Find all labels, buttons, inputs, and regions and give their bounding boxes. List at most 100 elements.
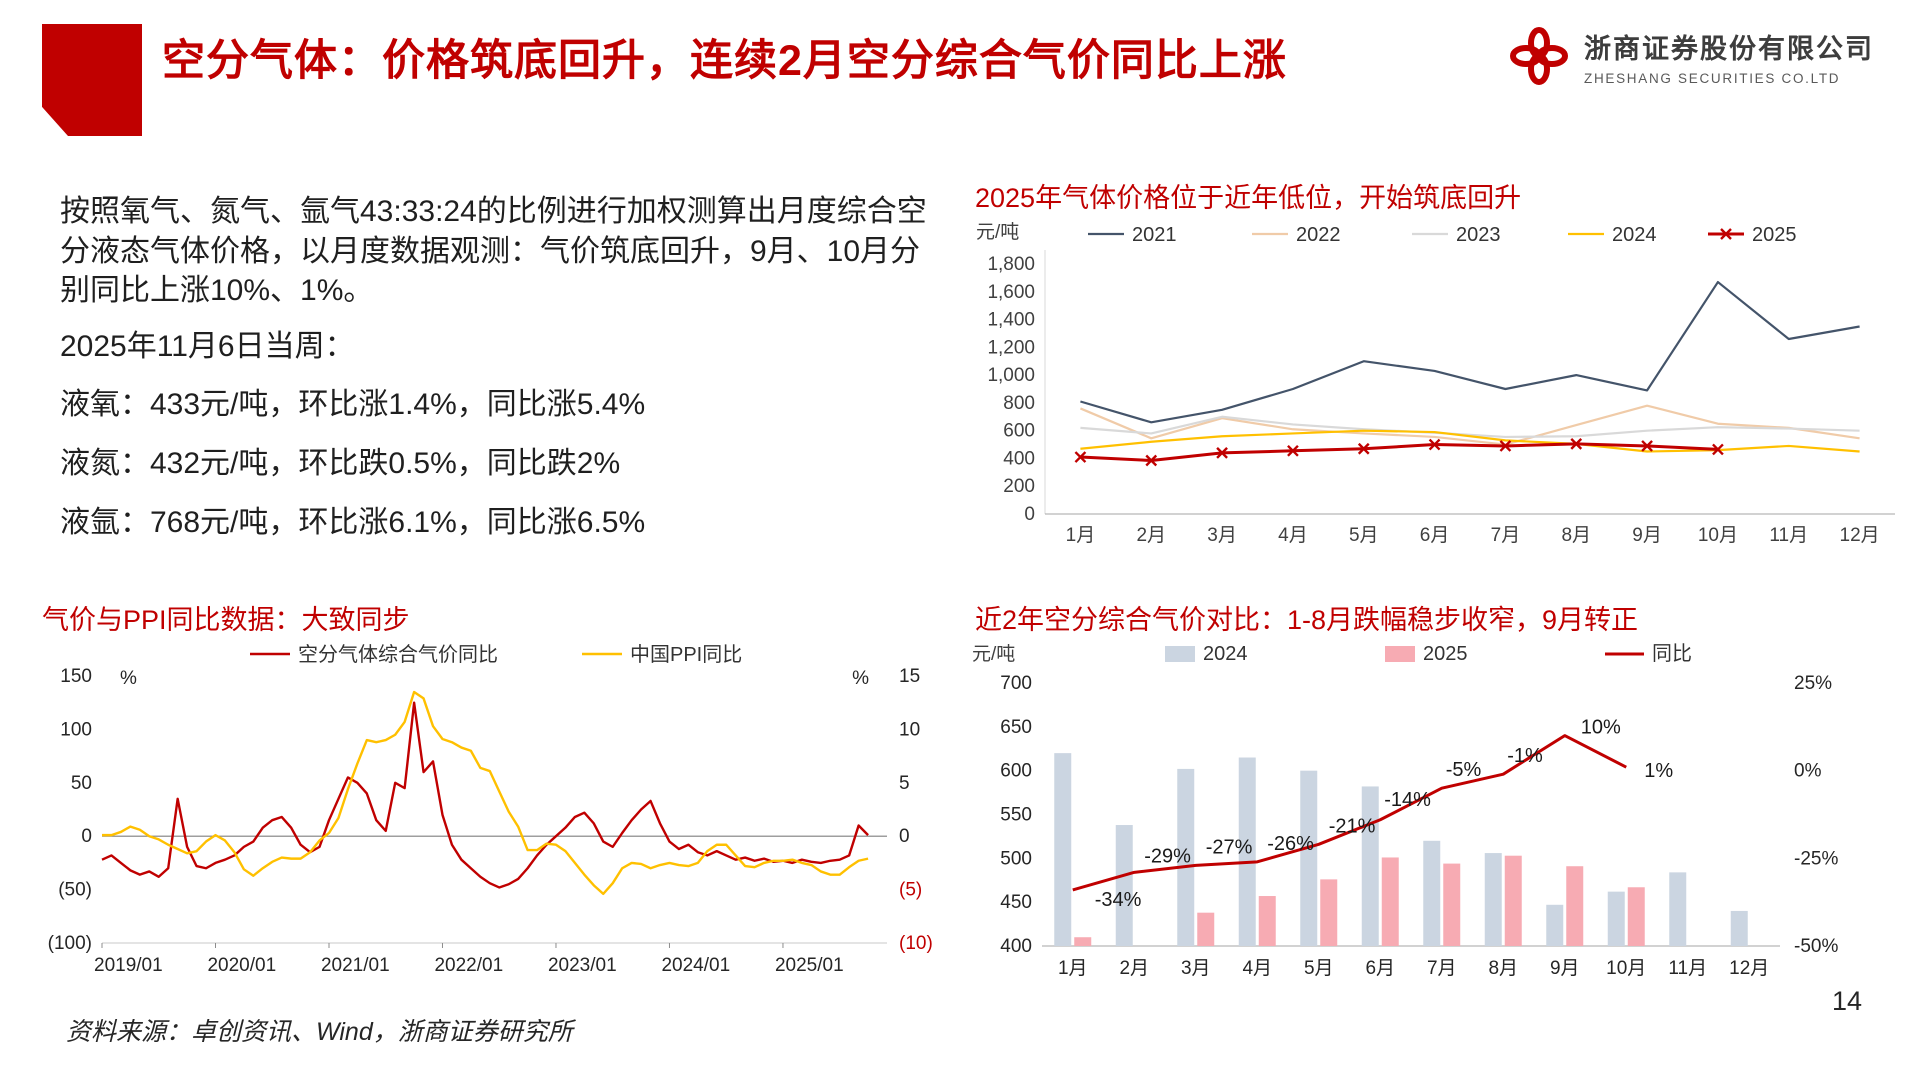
svg-text:8月: 8月 — [1488, 958, 1518, 979]
svg-text:5: 5 — [899, 773, 910, 794]
svg-text:-1%: -1% — [1507, 745, 1543, 767]
source-note: 资料来源：卓创资讯、Wind，浙商证券研究所 — [66, 1018, 573, 1046]
svg-text:(100): (100) — [48, 933, 92, 954]
svg-text:2022: 2022 — [1296, 224, 1341, 246]
svg-text:10月: 10月 — [1606, 958, 1646, 979]
svg-text:同比: 同比 — [1652, 642, 1692, 665]
chart-title-two-year-compare: 近2年空分综合气价对比：1-8月跌幅稳步收窄，9月转正 — [975, 605, 1639, 635]
svg-text:4月: 4月 — [1242, 958, 1272, 979]
svg-text:10: 10 — [899, 719, 920, 740]
svg-text:2023: 2023 — [1456, 224, 1501, 246]
svg-text:2019/01: 2019/01 — [94, 955, 163, 976]
svg-text:5月: 5月 — [1304, 958, 1334, 979]
svg-text:(50): (50) — [58, 880, 92, 901]
svg-text:-29%: -29% — [1144, 845, 1191, 867]
svg-text:1,400: 1,400 — [987, 310, 1035, 331]
svg-text:4月: 4月 — [1278, 525, 1308, 546]
liquid-oxygen-line: 液氧：433元/吨，环比涨1.4%，同比涨5.4% — [60, 388, 646, 422]
svg-text:-25%: -25% — [1794, 848, 1838, 869]
svg-text:500: 500 — [1000, 848, 1032, 869]
svg-text:0: 0 — [899, 826, 910, 847]
svg-text:空分气体综合气价同比: 空分气体综合气价同比 — [298, 643, 498, 666]
svg-text:11月: 11月 — [1668, 958, 1707, 979]
svg-text:-27%: -27% — [1206, 836, 1253, 858]
svg-text:10月: 10月 — [1698, 525, 1738, 546]
svg-text:(5): (5) — [899, 880, 922, 901]
svg-text:600: 600 — [1000, 761, 1032, 782]
svg-text:12月: 12月 — [1729, 958, 1769, 979]
svg-text:650: 650 — [1000, 717, 1032, 738]
svg-text:10%: 10% — [1581, 717, 1621, 739]
svg-text:(10): (10) — [899, 933, 933, 954]
gas-vs-ppi-line-chart: 2019/01 2020/01 2021/01 2022/01 2023/01 2024/… — [48, 643, 933, 976]
svg-text:9月: 9月 — [1550, 958, 1580, 979]
svg-text:2022/01: 2022/01 — [434, 955, 503, 976]
liquid-argon-line: 液氩：768元/吨，环比涨6.1%，同比涨6.5% — [60, 505, 646, 539]
svg-text:450: 450 — [1000, 892, 1032, 913]
svg-text:550: 550 — [1000, 805, 1032, 826]
svg-text:200: 200 — [1003, 476, 1035, 497]
corner-accent-block — [42, 24, 142, 136]
svg-text:中国PPI同比: 中国PPI同比 — [630, 643, 742, 666]
svg-text:元/吨: 元/吨 — [976, 221, 1019, 243]
two-year-compare-chart: 400 450 500 550 600 650 700 -50% -25% 0% 25% 1月 2月 3月… — [972, 642, 1838, 979]
svg-text:6月: 6月 — [1365, 958, 1395, 979]
svg-text:1,000: 1,000 — [987, 365, 1035, 386]
svg-text:1,600: 1,600 — [987, 282, 1035, 303]
commentary-para-method: 按照氧气、氮气、氩气43:33:24的比例进行加权测算出月度综合空分液态气体价格… — [60, 195, 927, 308]
svg-text:8月: 8月 — [1561, 525, 1591, 546]
svg-text:800: 800 — [1003, 393, 1035, 414]
svg-text:2025: 2025 — [1423, 643, 1468, 665]
svg-text:2月: 2月 — [1136, 525, 1166, 546]
svg-text:6月: 6月 — [1420, 525, 1450, 546]
svg-text:-34%: -34% — [1095, 889, 1142, 911]
yearly-price-line-chart: 0 200 400 600 800 1,000 1,200 1,400 1,600 1,800 1月… — [976, 221, 1895, 546]
svg-text:600: 600 — [1003, 421, 1035, 442]
liquid-nitrogen-line: 液氮：432元/吨，环比跌0.5%，同比跌2% — [60, 446, 621, 480]
commentary-week-label: 2025年11月6日当周： — [60, 329, 355, 363]
svg-text:9月: 9月 — [1632, 525, 1662, 546]
svg-text:2021/01: 2021/01 — [321, 955, 390, 976]
svg-text:100: 100 — [60, 719, 92, 740]
page-title: 空分气体：价格筑底回升，连续2月空分综合气价同比上涨 — [162, 37, 1287, 85]
page-number: 14 — [1831, 986, 1862, 1016]
svg-text:700: 700 — [1000, 673, 1032, 694]
svg-text:-26%: -26% — [1267, 833, 1314, 855]
brand-text: 浙商证券股份有限公司 ZHESHANG SECURITIES CO.LTD — [1584, 27, 1874, 86]
svg-text:1,800: 1,800 — [987, 254, 1035, 275]
svg-text:2020/01: 2020/01 — [207, 955, 276, 976]
brand-logo: 浙商证券股份有限公司 ZHESHANG SECURITIES CO.LTD — [1507, 24, 1874, 88]
svg-text:2025: 2025 — [1752, 224, 1797, 246]
company-name-en: ZHESHANG SECURITIES CO.LTD — [1584, 70, 1841, 86]
svg-text:元/吨: 元/吨 — [972, 643, 1015, 665]
svg-text:2024/01: 2024/01 — [661, 955, 730, 976]
svg-text:400: 400 — [1003, 448, 1035, 469]
svg-text:0%: 0% — [1794, 761, 1822, 782]
svg-text:-5%: -5% — [1446, 759, 1482, 781]
company-name-cn: 浙商证券股份有限公司 — [1584, 33, 1874, 64]
svg-text:-21%: -21% — [1329, 815, 1376, 837]
chart-title-yearly-prices: 2025年气体价格位于近年低位，开始筑底回升 — [975, 183, 1522, 213]
commentary-block: 按照氧气、氮气、氩气43:33:24的比例进行加权测算出月度综合空分液态气体价格… — [60, 192, 945, 561]
svg-text:3月: 3月 — [1207, 525, 1237, 546]
svg-text:1%: 1% — [1644, 760, 1673, 782]
svg-text:3月: 3月 — [1181, 958, 1211, 979]
zheshang-knot-icon — [1510, 27, 1568, 85]
svg-text:-14%: -14% — [1384, 789, 1431, 811]
svg-text:1月: 1月 — [1058, 958, 1088, 979]
svg-text:0: 0 — [1024, 504, 1035, 525]
svg-text:5月: 5月 — [1349, 525, 1379, 546]
svg-text:12月: 12月 — [1840, 525, 1880, 546]
svg-text:150: 150 — [60, 666, 92, 687]
svg-text:11月: 11月 — [1769, 525, 1808, 546]
svg-text:7月: 7月 — [1491, 525, 1521, 546]
svg-text:%: % — [120, 668, 137, 689]
svg-text:50: 50 — [71, 773, 92, 794]
svg-text:2025/01: 2025/01 — [775, 955, 844, 976]
svg-text:1,200: 1,200 — [987, 337, 1035, 358]
svg-text:400: 400 — [1000, 936, 1032, 957]
svg-text:0: 0 — [81, 826, 92, 847]
svg-text:2023/01: 2023/01 — [548, 955, 617, 976]
svg-text:-50%: -50% — [1794, 936, 1838, 957]
